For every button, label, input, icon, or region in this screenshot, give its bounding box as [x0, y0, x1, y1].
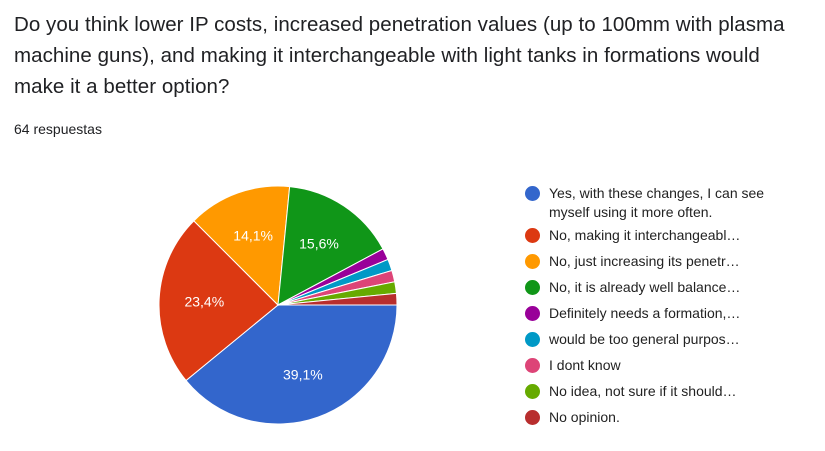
pie-slice[interactable] [193, 185, 291, 307]
legend-swatch [525, 228, 540, 243]
legend-swatch [525, 410, 540, 425]
legend-label: No idea, not sure if it should… [549, 383, 737, 399]
legend-label: No, just increasing its penetr… [549, 253, 740, 269]
legend-swatch [525, 186, 540, 201]
legend-swatch [525, 280, 540, 295]
legend-label: would be too general purpos… [549, 331, 740, 347]
response-count: 64 respuestas [14, 121, 102, 137]
pie-slice[interactable] [277, 292, 398, 306]
legend-item[interactable]: No idea, not sure if it should… [525, 382, 815, 401]
legend-item[interactable]: No opinion. [525, 408, 815, 427]
pie-slice[interactable] [277, 186, 384, 306]
slice-percent-label: 23,4% [184, 293, 224, 309]
legend-label: I dont know [549, 357, 621, 373]
legend-item[interactable]: No, just increasing its penetr… [525, 252, 815, 271]
pie-slices [158, 185, 398, 425]
legend-item[interactable]: would be too general purpos… [525, 330, 815, 349]
pie-slice[interactable] [185, 304, 398, 425]
pie-labels: 39,1% 23,4% 14,1% 15,6% [184, 228, 338, 383]
legend-item[interactable]: I dont know [525, 356, 815, 375]
legend-swatch [525, 384, 540, 399]
legend-label: No, making it interchangeabl… [549, 227, 741, 243]
legend-swatch [525, 254, 540, 269]
pie-slice[interactable] [158, 220, 279, 382]
slice-percent-label: 15,6% [299, 236, 339, 252]
legend-swatch [525, 306, 540, 321]
legend-item[interactable]: Yes, with these changes, I can see mysel… [525, 184, 815, 222]
legend-item[interactable]: No, it is already well balance… [525, 278, 815, 297]
legend-swatch [525, 358, 540, 373]
legend-label: Yes, with these changes, I can see mysel… [549, 185, 765, 220]
chart-legend: Yes, with these changes, I can see mysel… [525, 184, 815, 434]
slice-percent-label: 14,1% [233, 228, 273, 244]
legend-label: No opinion. [549, 409, 620, 425]
legend-swatch [525, 332, 540, 347]
legend-item[interactable]: No, making it interchangeabl… [525, 226, 815, 245]
legend-label: No, it is already well balance… [549, 279, 741, 295]
legend-item[interactable]: Definitely needs a formation,… [525, 304, 815, 323]
legend-label: Definitely needs a formation,… [549, 305, 741, 321]
question-title: Do you think lower IP costs, increased p… [14, 13, 785, 98]
slice-percent-label: 39,1% [283, 366, 323, 382]
